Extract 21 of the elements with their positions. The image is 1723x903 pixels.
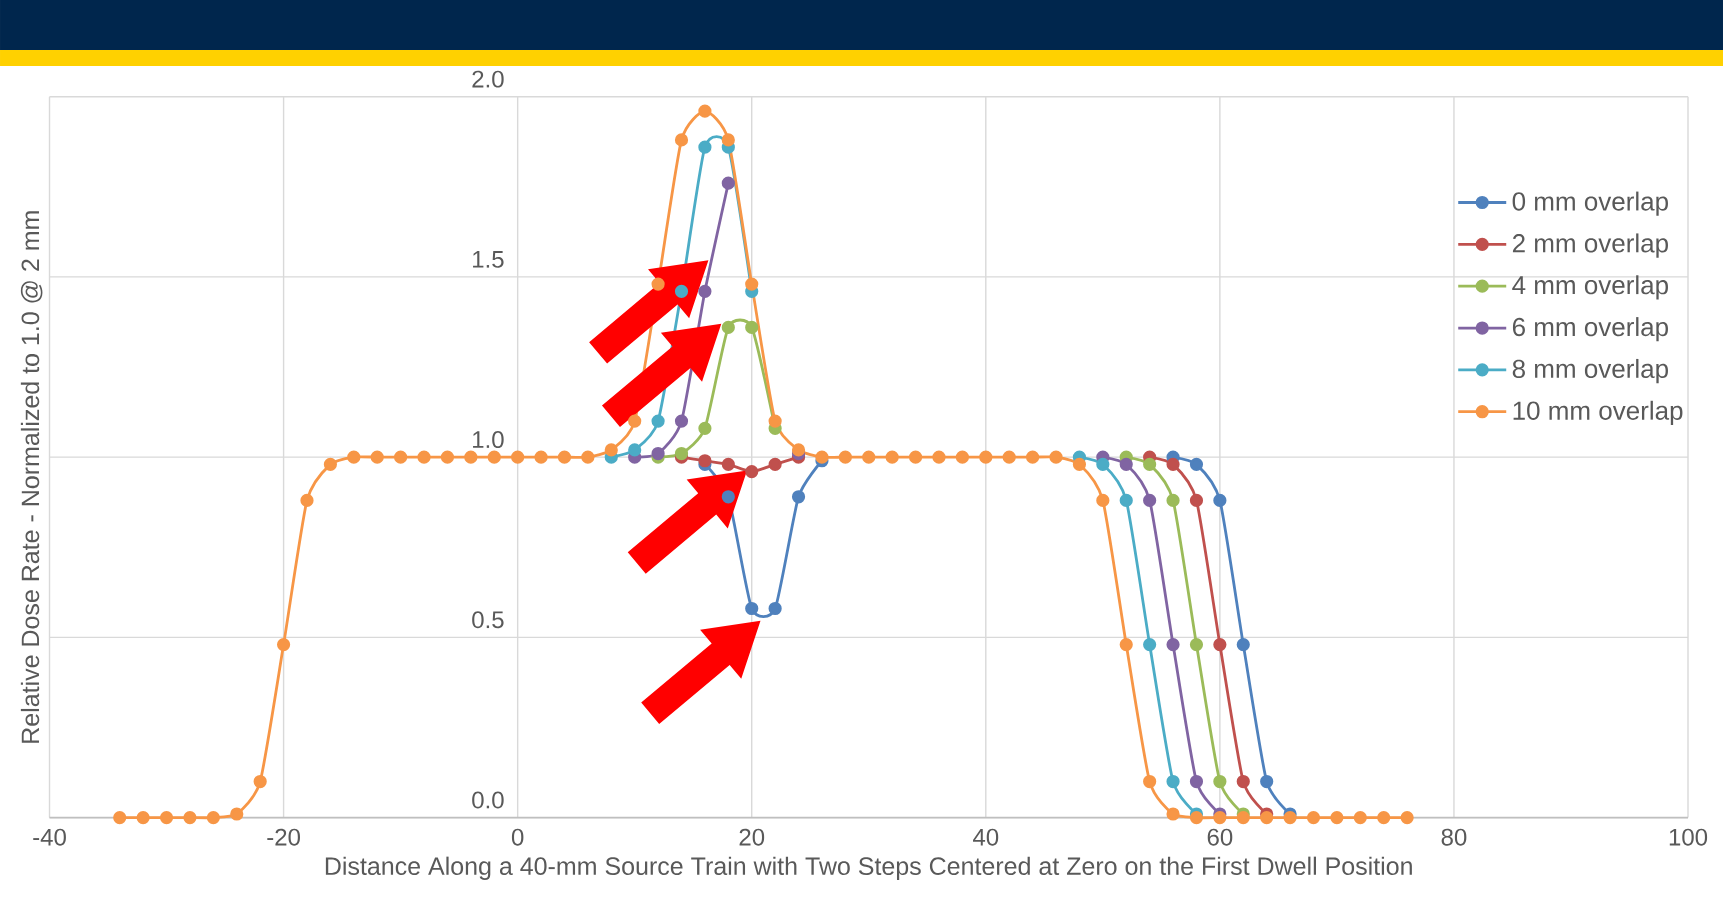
y-tick-label: 0.5	[472, 611, 504, 629]
y-axis-title: Relative Dose Rate - Normalized to 1.0 @ 2 mm	[20, 211, 43, 743]
x-tick-label: -40	[33, 828, 66, 846]
y-tick-label: 1.5	[473, 251, 504, 268]
x-tick-label: 40	[973, 828, 999, 846]
y-tick-label: 1.0	[473, 431, 504, 449]
x-tick-label: 60	[1207, 828, 1233, 846]
x-axis-title: Distance Along a 40-mm Source Train with Two Steps Centered at Zero on the First Dwell Position	[325, 856, 1412, 880]
x-tick-label: -20	[267, 828, 300, 846]
x-tick-label: 0	[511, 828, 524, 846]
legend-label: 2 mm overlap	[1512, 233, 1668, 258]
y-tick-label: 0.0	[472, 791, 504, 809]
x-tick-label: 80	[1441, 828, 1467, 846]
x-tick-label: 20	[739, 828, 765, 846]
legend-label: 4 mm overlap	[1512, 275, 1668, 300]
y-tick-label: 2.0	[472, 70, 504, 88]
legend-label: 8 mm overlap	[1512, 358, 1668, 384]
legend-label: 0 mm overlap	[1512, 191, 1668, 216]
x-tick-label: 100	[1669, 828, 1708, 846]
legend-label: 10 mm overlap	[1513, 400, 1683, 426]
legend-label: 6 mm overlap	[1512, 317, 1668, 342]
